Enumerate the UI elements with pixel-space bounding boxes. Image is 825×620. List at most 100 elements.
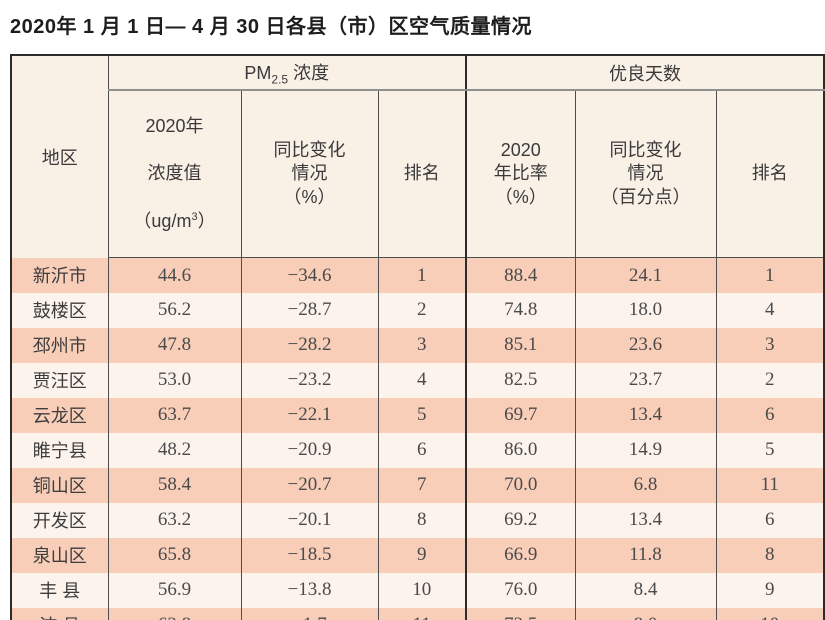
page-title: 2020年 1 月 1 日— 4 月 30 日各县（市）区空气质量情况: [10, 16, 533, 38]
rank-pm25-cell: 6: [377, 432, 467, 468]
rank-pm25-cell: 7: [377, 467, 467, 503]
ratio-change-cell: 11.8: [574, 537, 717, 573]
rank-pm25-cell: 4: [377, 362, 467, 398]
conc-cell: 65.8: [107, 537, 242, 573]
ratio-cell: 86.0: [465, 432, 576, 468]
table-row: 沛 县 62.8 −1.7 11 72.5 8.0 10: [10, 607, 825, 620]
ratio-cell: 69.2: [465, 502, 576, 538]
rank-good-days-cell: 9: [715, 572, 825, 608]
ratio-cell: 82.5: [465, 362, 576, 398]
header-conc-unit: （ug/m3）: [133, 210, 216, 231]
conc-change-cell: −28.2: [240, 327, 379, 363]
conc-change-cell: −34.6: [240, 257, 379, 293]
ratio-cell: 72.5: [465, 607, 576, 620]
ratio-change-cell: 23.7: [574, 362, 717, 398]
rank-pm25-cell: 11: [377, 607, 467, 620]
region-cell: 泉山区: [10, 537, 109, 573]
rank-good-days-cell: 2: [715, 362, 825, 398]
table-row: 鼓楼区 56.2 −28.7 2 74.8 18.0 4: [10, 292, 825, 328]
conc-change-cell: −20.7: [240, 467, 379, 503]
ratio-change-cell: 8.4: [574, 572, 717, 608]
table-row: 泉山区 65.8 −18.5 9 66.9 11.8 8: [10, 537, 825, 573]
conc-cell: 56.9: [107, 572, 242, 608]
ratio-cell: 88.4: [465, 257, 576, 293]
conc-change-cell: −18.5: [240, 537, 379, 573]
ratio-change-cell: 24.1: [574, 257, 717, 293]
sub-header-row: 2020年 浓度值 （ug/m3） 同比变化 情况 （%） 排名 2020 年比…: [11, 90, 825, 259]
header-conc-2020: 2020年 浓度值 （ug/m3）: [107, 90, 242, 259]
pm25-label-prefix: PM: [244, 62, 272, 83]
unit-superscript: 3: [191, 210, 198, 223]
rank-good-days-cell: 5: [715, 432, 825, 468]
conc-cell: 48.2: [107, 432, 242, 468]
rank-pm25-cell: 1: [377, 257, 467, 293]
conc-change-cell: −28.7: [240, 292, 379, 328]
rank-good-days-cell: 1: [715, 257, 825, 293]
conc-cell: 47.8: [107, 327, 242, 363]
rank-good-days-cell: 6: [715, 502, 825, 538]
air-quality-table: 地区 PM2.5 浓度 优良天数 2020年 浓度值 （ug/m3） 同比变化 …: [10, 54, 825, 620]
region-cell: 邳州市: [10, 327, 109, 363]
conc-change-cell: −20.9: [240, 432, 379, 468]
table-row: 云龙区 63.7 −22.1 5 69.7 13.4 6: [10, 397, 825, 433]
ratio-change-cell: 6.8: [574, 467, 717, 503]
conc-cell: 44.6: [107, 257, 242, 293]
table-row: 睢宁县 48.2 −20.9 6 86.0 14.9 5: [10, 432, 825, 468]
ratio-cell: 69.7: [465, 397, 576, 433]
region-cell: 睢宁县: [10, 432, 109, 468]
conc-change-cell: −23.2: [240, 362, 379, 398]
region-cell: 丰 县: [10, 572, 109, 608]
ratio-cell: 85.1: [465, 327, 576, 363]
header-rank-good-days: 排名: [715, 90, 825, 259]
region-cell: 沛 县: [10, 607, 109, 620]
table-row: 新沂市 44.6 −34.6 1 88.4 24.1 1: [10, 257, 825, 293]
ratio-change-cell: 13.4: [574, 397, 717, 433]
conc-cell: 63.2: [107, 502, 242, 538]
table-row: 贾汪区 53.0 −23.2 4 82.5 23.7 2: [10, 362, 825, 398]
header-rank-pm25: 排名: [377, 90, 467, 259]
header-group-good-days: 优良天数: [464, 55, 825, 91]
region-cell: 铜山区: [10, 467, 109, 503]
group-header-row: 地区 PM2.5 浓度 优良天数: [10, 55, 825, 258]
table-body: 新沂市 44.6 −34.6 1 88.4 24.1 1 鼓楼区 56.2 −2…: [10, 257, 825, 620]
rank-pm25-cell: 10: [377, 572, 467, 608]
header-ratio-change: 同比变化 情况 （百分点）: [574, 90, 717, 259]
ratio-cell: 70.0: [465, 467, 576, 503]
ratio-change-cell: 13.4: [574, 502, 717, 538]
conc-change-cell: −13.8: [240, 572, 379, 608]
header-region: 地区: [10, 55, 109, 258]
ratio-change-cell: 14.9: [574, 432, 717, 468]
rank-pm25-cell: 2: [377, 292, 467, 328]
header-conc-change: 同比变化 情况 （%）: [240, 90, 379, 259]
ratio-cell: 76.0: [465, 572, 576, 608]
header-conc-line1: 2020年: [145, 115, 204, 136]
rank-good-days-cell: 3: [715, 327, 825, 363]
rank-pm25-cell: 8: [377, 502, 467, 538]
rank-pm25-cell: 5: [377, 397, 467, 433]
rank-good-days-cell: 4: [715, 292, 825, 328]
ratio-cell: 66.9: [465, 537, 576, 573]
table-row: 开发区 63.2 −20.1 8 69.2 13.4 6: [10, 502, 825, 538]
rank-pm25-cell: 9: [377, 537, 467, 573]
table-row: 铜山区 58.4 −20.7 7 70.0 6.8 11: [10, 467, 825, 503]
conc-cell: 53.0: [107, 362, 242, 398]
conc-cell: 63.7: [107, 397, 242, 433]
ratio-cell: 74.8: [465, 292, 576, 328]
table-row: 丰 县 56.9 −13.8 10 76.0 8.4 9: [10, 572, 825, 608]
conc-cell: 62.8: [107, 607, 242, 620]
conc-cell: 58.4: [107, 467, 242, 503]
region-cell: 贾汪区: [10, 362, 109, 398]
region-cell: 开发区: [10, 502, 109, 538]
ratio-change-cell: 23.6: [574, 327, 717, 363]
header-group-pm25: PM2.5 浓度: [107, 55, 467, 91]
ratio-change-cell: 18.0: [574, 292, 717, 328]
header-conc-line2: 浓度值: [147, 163, 202, 184]
rank-good-days-cell: 6: [715, 397, 825, 433]
table-header: 地区 PM2.5 浓度 优良天数 2020年 浓度值 （ug/m3） 同比变化 …: [10, 55, 825, 259]
conc-change-cell: −1.7: [240, 607, 379, 620]
rank-good-days-cell: 10: [715, 607, 825, 620]
header-ratio-2020: 2020 年比率 （%）: [465, 90, 576, 259]
region-cell: 鼓楼区: [10, 292, 109, 328]
conc-cell: 56.2: [107, 292, 242, 328]
rank-good-days-cell: 8: [715, 537, 825, 573]
